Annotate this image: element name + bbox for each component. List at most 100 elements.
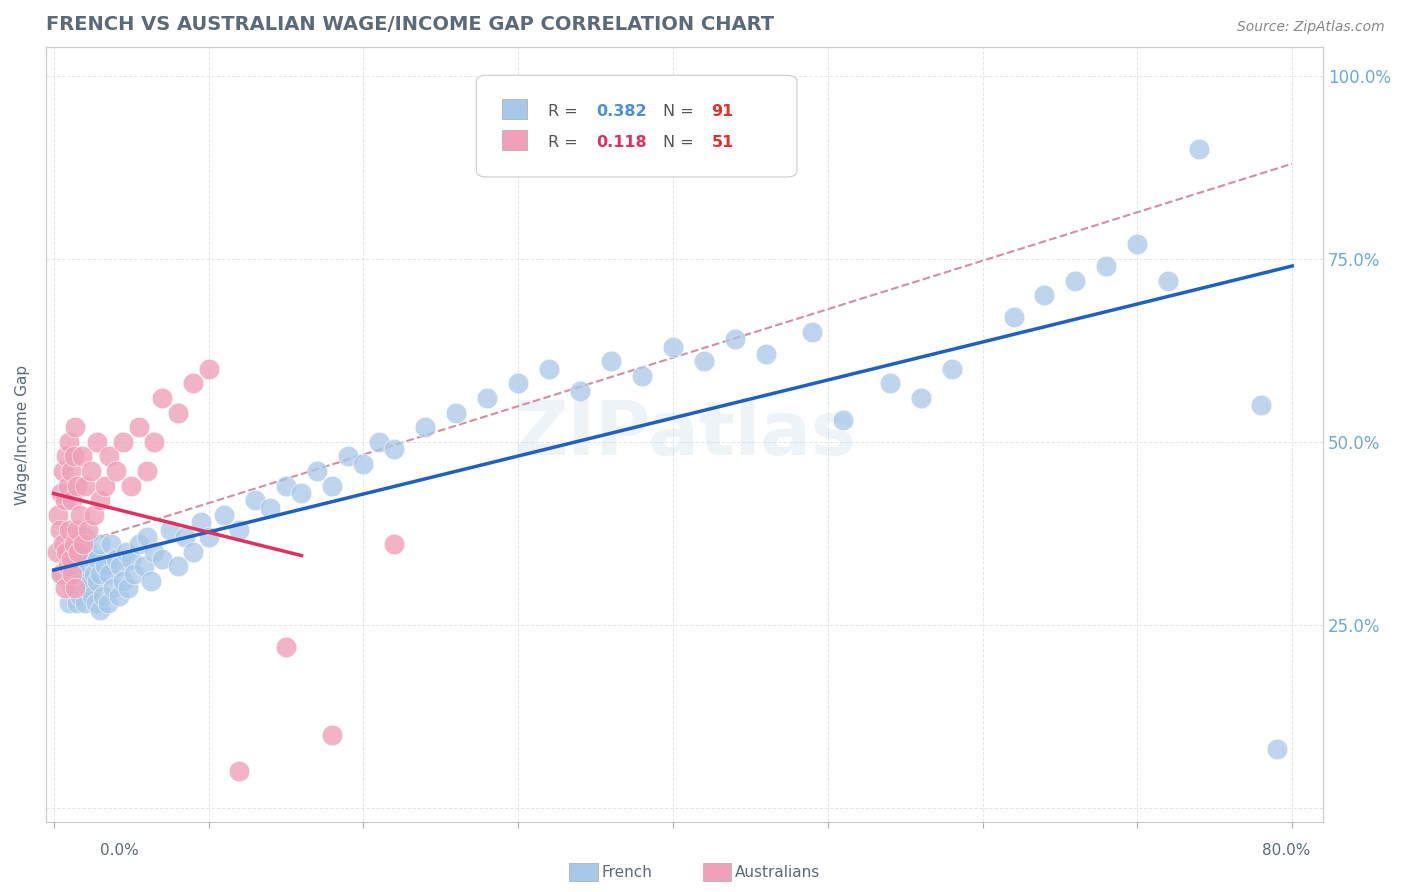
Point [120,552,142,566]
Point [181,544,204,558]
Point [70,537,93,551]
Point [53,493,76,508]
Point [63,450,86,464]
Point [693,354,716,368]
Point [65,420,87,434]
Text: Australians: Australians [735,865,821,880]
Point [101,581,124,595]
Point [70,566,93,581]
Text: Source: ZipAtlas.com: Source: ZipAtlas.com [1237,21,1385,34]
Point [197,530,219,544]
Point [58,559,80,574]
Point [65,581,87,595]
Point [80,464,103,478]
Text: ZIPatlas: ZIPatlas [513,398,856,471]
Point [83,508,105,522]
Point [600,354,623,368]
Point [67,574,90,588]
Text: French: French [602,865,652,880]
Point [98,450,121,464]
Point [58,596,80,610]
Text: 91: 91 [711,103,734,119]
Point [79,574,101,588]
Point [89,566,111,581]
Point [274,479,297,493]
Point [97,596,120,610]
Point [508,376,530,391]
Point [274,640,297,654]
Point [367,434,389,449]
Point [1265,742,1288,756]
Text: N =: N = [662,135,699,150]
Point [159,523,181,537]
Point [382,537,405,551]
Text: R =: R = [548,135,582,150]
Point [89,537,111,551]
Point [135,464,157,478]
Point [60,581,83,595]
Text: N =: N = [662,103,699,119]
Point [60,566,83,581]
Point [76,581,98,595]
Point [128,420,150,434]
Point [259,500,281,515]
Point [141,574,163,588]
Bar [502,129,527,150]
Point [67,544,90,558]
Point [58,523,80,537]
Point [174,530,197,544]
Point [228,764,250,779]
Point [55,450,77,464]
Point [94,479,117,493]
Point [52,537,75,551]
Point [1033,288,1056,302]
Point [115,544,138,558]
Point [51,566,73,581]
Point [1157,274,1180,288]
Point [59,464,82,478]
Point [110,559,132,574]
Point [228,523,250,537]
Text: 0.0%: 0.0% [100,843,139,857]
Point [569,384,592,398]
Point [166,559,188,574]
Point [724,332,747,346]
Point [336,450,359,464]
Point [290,486,312,500]
Point [84,596,107,610]
Point [166,406,188,420]
Point [82,552,104,566]
Point [801,325,824,339]
Point [135,530,157,544]
Point [662,340,685,354]
Point [83,566,105,581]
Point [45,544,67,558]
Point [128,537,150,551]
Point [1002,310,1025,325]
Point [122,566,145,581]
Point [66,552,89,566]
Point [91,589,114,603]
Point [86,434,108,449]
Point [53,581,76,595]
Point [100,537,122,551]
Point [66,523,89,537]
Point [879,376,901,391]
Point [59,552,82,566]
Point [321,479,343,493]
Point [143,434,166,449]
Text: R =: R = [548,103,582,119]
Point [55,544,77,558]
Point [120,479,142,493]
Point [73,479,96,493]
Point [76,544,98,558]
Point [66,596,89,610]
Point [112,574,135,588]
Point [143,544,166,558]
Point [63,537,86,551]
Text: 51: 51 [711,135,734,150]
Point [72,537,94,551]
Point [1095,259,1118,273]
Point [48,508,70,522]
Point [89,603,111,617]
